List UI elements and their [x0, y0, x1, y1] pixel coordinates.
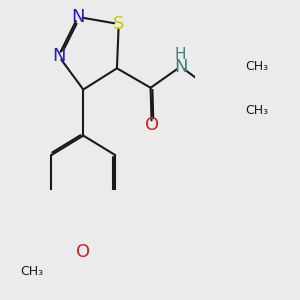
- Text: N: N: [71, 8, 85, 26]
- Text: CH₃: CH₃: [245, 104, 268, 117]
- Text: N: N: [174, 58, 188, 76]
- Text: S: S: [113, 15, 124, 33]
- Text: O: O: [76, 244, 90, 262]
- Text: CH₃: CH₃: [20, 266, 44, 278]
- Text: CH₃: CH₃: [245, 60, 268, 73]
- Text: O: O: [145, 116, 159, 134]
- Text: H: H: [175, 46, 186, 62]
- Text: N: N: [52, 47, 65, 65]
